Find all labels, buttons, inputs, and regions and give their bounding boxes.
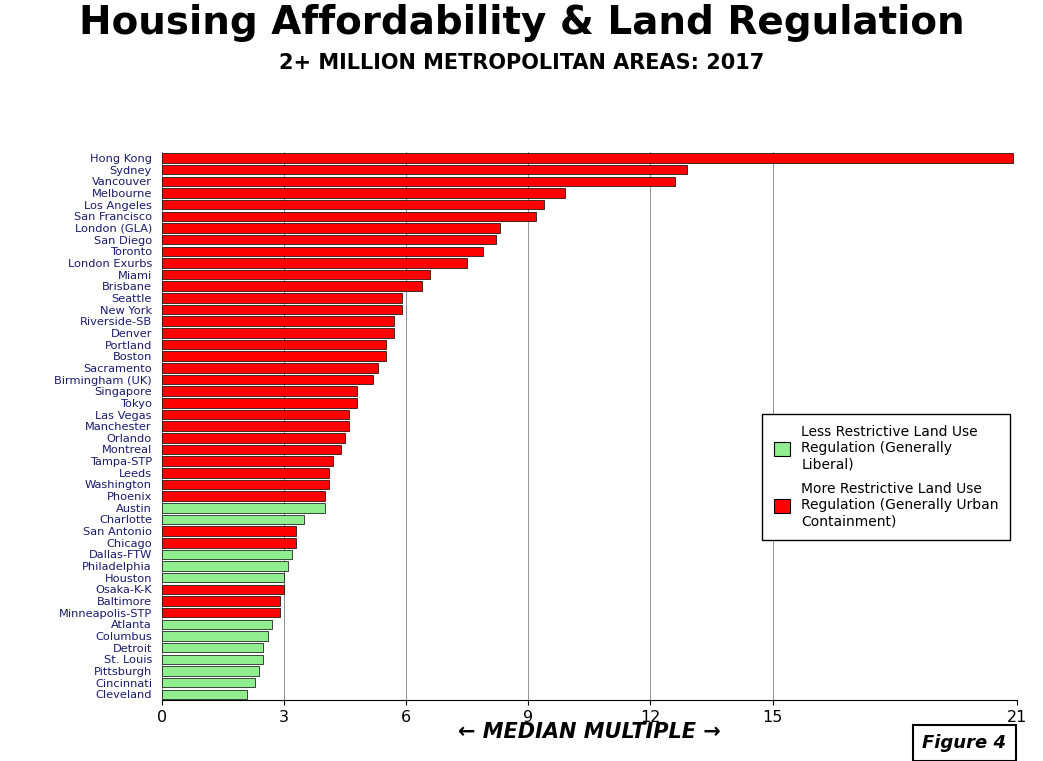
Bar — [162, 305, 402, 314]
Bar — [162, 619, 271, 629]
Bar — [162, 608, 280, 617]
Bar — [162, 212, 536, 221]
Bar — [162, 479, 329, 489]
Bar — [162, 422, 349, 431]
Bar — [162, 235, 495, 244]
Bar — [162, 654, 264, 664]
Bar — [162, 293, 402, 303]
Bar — [162, 678, 256, 687]
Bar — [162, 631, 268, 641]
Bar — [162, 339, 386, 349]
Bar — [162, 223, 500, 233]
Bar — [162, 584, 284, 594]
Bar — [162, 492, 324, 501]
Text: Housing Affordability & Land Regulation: Housing Affordability & Land Regulation — [78, 4, 965, 42]
Bar — [162, 188, 565, 198]
Bar — [162, 328, 394, 338]
Bar — [162, 597, 280, 606]
Text: Figure 4: Figure 4 — [922, 734, 1006, 752]
Bar — [162, 374, 373, 384]
Bar — [162, 317, 394, 326]
Bar — [162, 282, 422, 291]
Text: ← MEDIAN MULTIPLE →: ← MEDIAN MULTIPLE → — [458, 722, 721, 742]
Bar — [162, 514, 305, 524]
Bar — [162, 457, 333, 466]
Bar — [162, 387, 357, 396]
Legend: Less Restrictive Land Use
Regulation (Generally
Liberal), More Restrictive Land : Less Restrictive Land Use Regulation (Ge… — [762, 414, 1010, 540]
Bar — [162, 247, 483, 256]
Bar — [162, 398, 357, 408]
Bar — [162, 153, 1013, 163]
Bar — [162, 363, 378, 373]
Bar — [162, 352, 386, 361]
Text: 2+ MILLION METROPOLITAN AREAS: 2017: 2+ MILLION METROPOLITAN AREAS: 2017 — [278, 53, 765, 73]
Bar — [162, 200, 544, 209]
Bar — [162, 444, 341, 454]
Bar — [162, 258, 467, 268]
Bar — [162, 562, 288, 571]
Bar — [162, 643, 264, 652]
Bar — [162, 689, 247, 699]
Bar — [162, 468, 329, 478]
Bar — [162, 270, 431, 279]
Bar — [162, 409, 349, 419]
Bar — [162, 433, 345, 443]
Bar — [162, 573, 284, 582]
Bar — [162, 165, 687, 174]
Bar — [162, 527, 296, 536]
Bar — [162, 549, 292, 559]
Bar — [162, 538, 296, 547]
Bar — [162, 503, 324, 513]
Bar — [162, 177, 675, 186]
Bar — [162, 666, 260, 676]
